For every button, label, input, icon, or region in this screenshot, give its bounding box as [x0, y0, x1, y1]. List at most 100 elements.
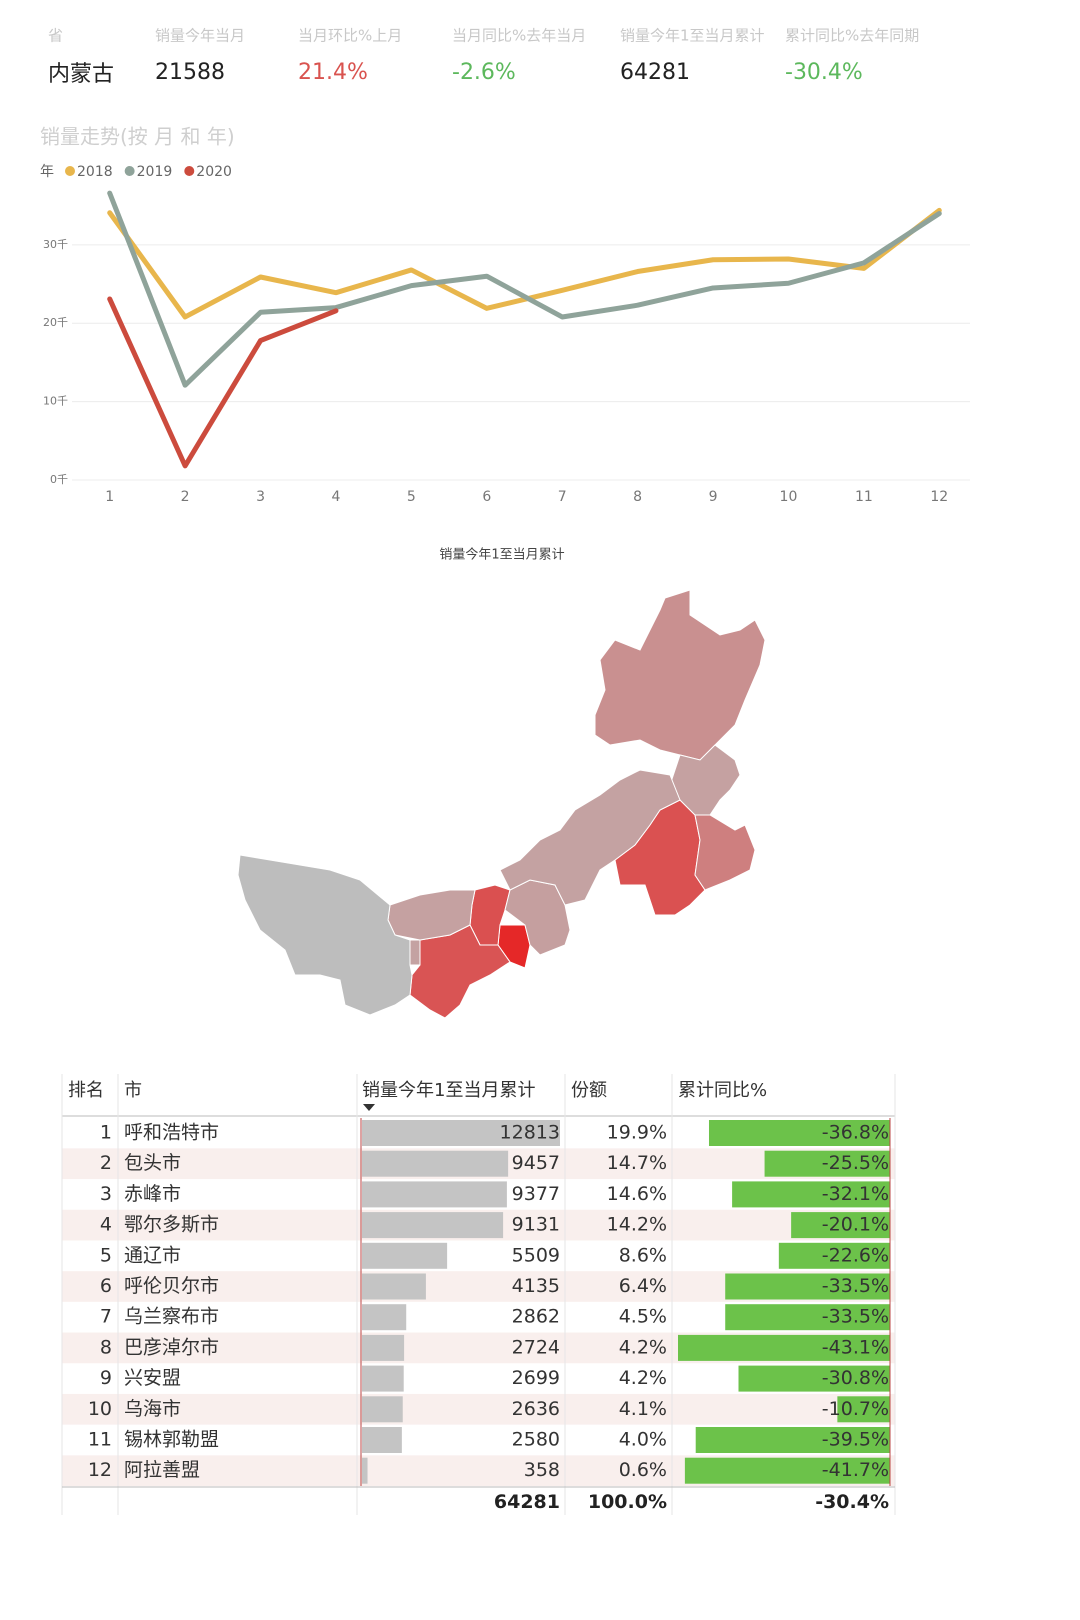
- sales-bar: [362, 1273, 426, 1300]
- y-tick-label: 0千: [50, 473, 68, 486]
- x-tick-label: 4: [331, 489, 340, 505]
- row-background: [62, 1393, 895, 1425]
- sales: 4135: [512, 1275, 560, 1297]
- table-header: 排名: [68, 1080, 104, 1101]
- legend-swatch: [184, 166, 195, 176]
- share: 14.7%: [607, 1152, 667, 1174]
- sales: 358: [524, 1459, 560, 1481]
- yoy: -41.7%: [822, 1459, 889, 1481]
- y-tick-label: 10千: [43, 395, 68, 408]
- x-tick-label: 1: [105, 489, 114, 505]
- sales-bar: [362, 1120, 560, 1146]
- table-header: 累计同比%: [678, 1080, 767, 1101]
- sales: 2724: [512, 1336, 560, 1358]
- yoy-bar: [738, 1365, 890, 1392]
- yoy: -33.5%: [822, 1306, 889, 1328]
- total-sales: 64281: [494, 1491, 560, 1513]
- share: 14.6%: [607, 1183, 667, 1205]
- share: 4.2%: [619, 1367, 667, 1389]
- yoy-bar: [708, 1120, 890, 1146]
- series-line: [107, 190, 942, 388]
- sales-bar: [362, 1334, 405, 1361]
- x-tick-label: 7: [558, 489, 567, 505]
- yoy: -39.5%: [822, 1429, 889, 1451]
- yoy-bar: [764, 1150, 890, 1177]
- yoy: -43.1%: [822, 1336, 889, 1358]
- sales-bar: [362, 1365, 404, 1392]
- yoy-bar: [684, 1457, 890, 1484]
- yoy: -33.5%: [822, 1275, 889, 1297]
- city: 兴安盟: [124, 1367, 181, 1389]
- yoy: -30.8%: [822, 1367, 889, 1389]
- yoy-bar: [732, 1181, 890, 1208]
- yoy-bar: [791, 1212, 890, 1239]
- total-yoy: -30.4%: [815, 1491, 889, 1513]
- sales: 2862: [512, 1306, 560, 1328]
- x-tick-label: 6: [482, 489, 491, 505]
- sales-bar: [362, 1181, 507, 1208]
- rank: 10: [88, 1398, 112, 1420]
- share: 19.9%: [607, 1122, 667, 1144]
- total-share: 100.0%: [588, 1491, 667, 1513]
- legend-label: 2019: [137, 164, 173, 180]
- map-region: [409, 939, 421, 966]
- legend-label: 2020: [196, 164, 232, 180]
- table-header: 销量今年1至当月累计: [362, 1080, 535, 1101]
- kpi-label: 销量今年当月: [155, 27, 245, 45]
- sales: 9377: [512, 1183, 560, 1205]
- sales: 9457: [512, 1152, 560, 1174]
- rank: 4: [100, 1214, 112, 1236]
- city: 乌兰察布市: [124, 1306, 219, 1328]
- map-region: [594, 589, 766, 761]
- city: 巴彦淖尔市: [124, 1336, 219, 1358]
- legend-swatch: [124, 166, 135, 176]
- sales-bar: [362, 1150, 509, 1177]
- city: 呼和浩特市: [124, 1122, 219, 1144]
- legend-title: 年: [40, 164, 54, 180]
- share: 8.6%: [619, 1244, 667, 1266]
- city: 锡林郭勒盟: [124, 1429, 219, 1451]
- yoy: -25.5%: [822, 1152, 889, 1174]
- yoy-bar: [837, 1396, 890, 1423]
- x-tick-label: 2: [181, 489, 190, 505]
- kpi-header: 省: [48, 27, 63, 45]
- kpi-value: 21.4%: [298, 60, 368, 85]
- city: 通辽市: [124, 1244, 181, 1266]
- city: 包头市: [124, 1152, 181, 1174]
- kpi-label: 当月同比%去年当月: [452, 27, 586, 45]
- rank: 7: [100, 1306, 112, 1328]
- share: 4.1%: [619, 1398, 667, 1420]
- share: 4.5%: [619, 1306, 667, 1328]
- series-line: [107, 296, 339, 469]
- legend-swatch: [65, 166, 75, 176]
- yoy-bar: [778, 1242, 890, 1269]
- kpi-value: -2.6%: [452, 60, 516, 85]
- x-tick-label: 8: [633, 489, 642, 505]
- kpi-label: 销量今年1至当月累计: [620, 27, 765, 45]
- sales: 2580: [512, 1429, 560, 1451]
- sales-bar: [362, 1242, 448, 1269]
- share: 14.2%: [607, 1214, 667, 1236]
- x-tick-label: 5: [407, 489, 416, 505]
- city: 阿拉善盟: [124, 1459, 200, 1481]
- map-region: [237, 854, 413, 1016]
- map-title: 销量今年1至当月累计: [439, 547, 564, 563]
- kpi-label: 累计同比%去年同期: [785, 27, 919, 45]
- rank: 8: [100, 1336, 112, 1358]
- y-tick-label: 30千: [43, 238, 68, 251]
- city: 鄂尔多斯市: [124, 1214, 219, 1236]
- table-header: 市: [124, 1080, 142, 1101]
- sales: 9131: [512, 1214, 560, 1236]
- rank: 1: [100, 1122, 112, 1144]
- sales: 5509: [512, 1244, 560, 1266]
- table-header: 份额: [571, 1080, 607, 1101]
- sales: 2636: [512, 1398, 560, 1420]
- map-region: [499, 769, 681, 906]
- yoy-bar: [725, 1304, 890, 1331]
- map-region: [694, 814, 756, 891]
- rank: 12: [88, 1459, 112, 1481]
- city: 乌海市: [124, 1398, 181, 1420]
- rank: 9: [100, 1367, 112, 1389]
